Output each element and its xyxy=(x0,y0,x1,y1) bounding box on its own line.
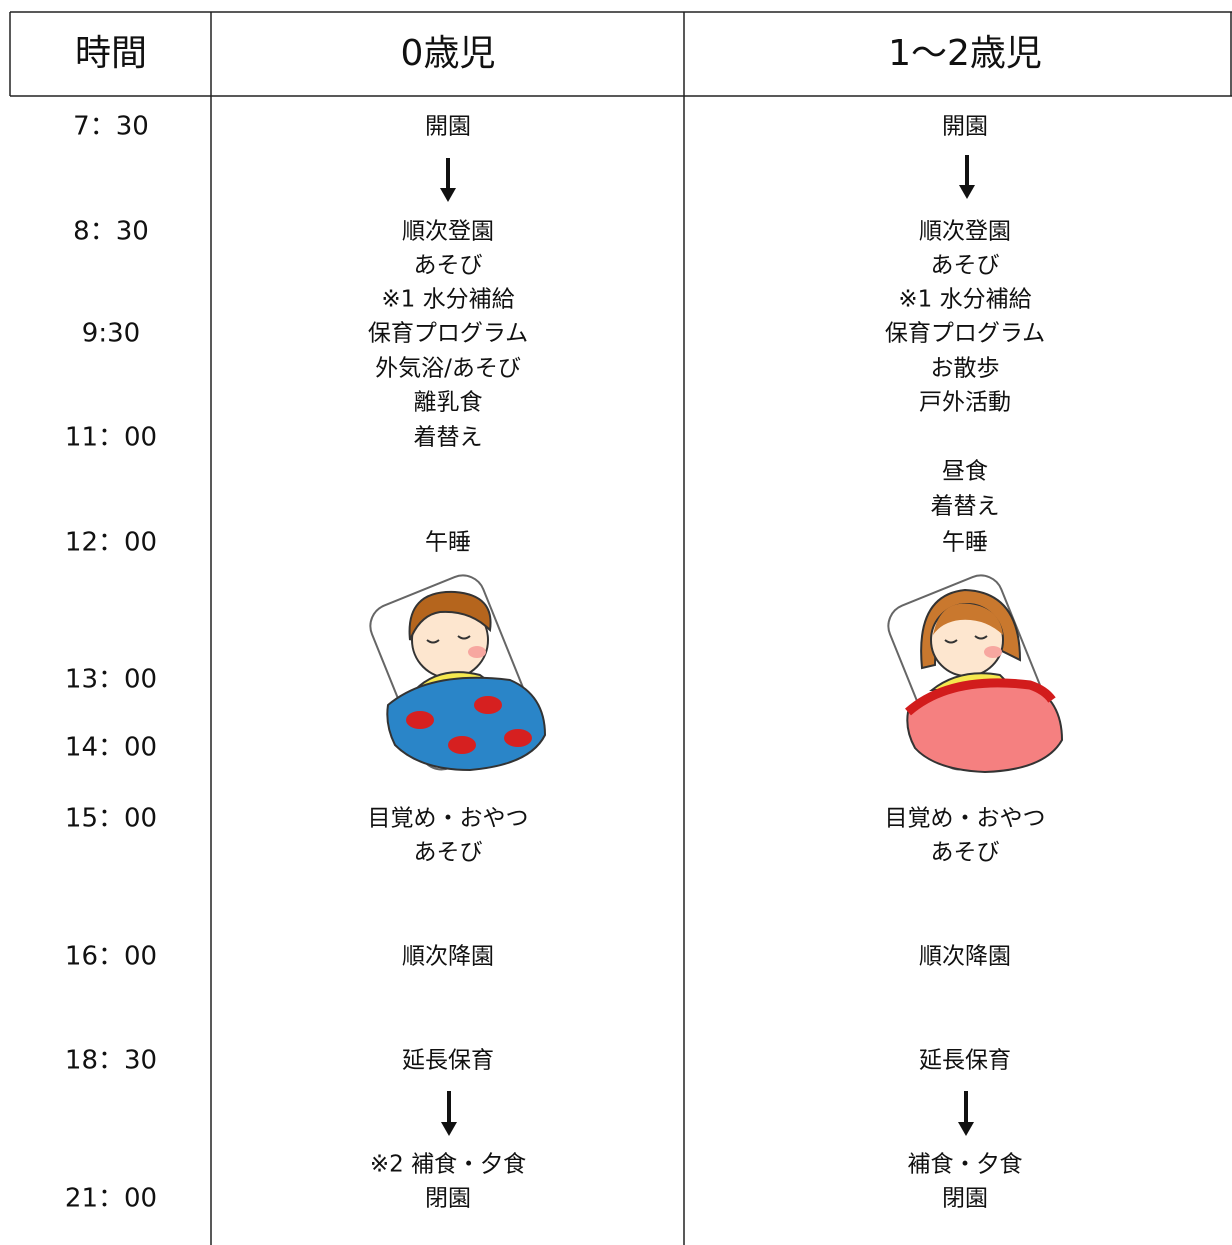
activity-text: 保育プログラム xyxy=(368,321,528,347)
header-cell: 0歳児 xyxy=(401,33,496,74)
activity-text: 延長保育 xyxy=(919,1048,1011,1074)
header-cell: 時間 xyxy=(75,33,147,74)
activity-text: 開園 xyxy=(942,114,988,140)
activity-text: 着替え xyxy=(931,494,1000,520)
activity-text: 延長保育 xyxy=(402,1048,494,1074)
activity-text: 離乳食 xyxy=(414,390,483,416)
activity-text: あそび xyxy=(414,840,483,866)
activity-text: あそび xyxy=(931,253,1000,279)
activity-text: 昼食 xyxy=(942,459,988,485)
activity-text: お散歩 xyxy=(931,356,1000,382)
activity-text: 順次登園 xyxy=(402,219,494,245)
activity-text: ※1 水分補給 xyxy=(381,287,514,313)
activity-text: 目覚め・おやつ xyxy=(885,806,1046,832)
activity-text: あそび xyxy=(931,840,1000,866)
activity-text: あそび xyxy=(414,253,483,279)
activity-text: 開園 xyxy=(425,114,471,140)
activity-text: ※1 水分補給 xyxy=(898,287,1031,313)
activity-text: ※2 補食・夕食 xyxy=(370,1152,526,1178)
time-label: 9:30 xyxy=(82,319,140,349)
activity-text: 目覚め・おやつ xyxy=(368,806,529,832)
time-label: 13：00 xyxy=(65,665,157,695)
time-label: 21：00 xyxy=(65,1184,157,1214)
activity-text: 午睡 xyxy=(942,530,988,556)
activity-text: 順次登園 xyxy=(919,219,1011,245)
time-label: 18：30 xyxy=(65,1046,157,1076)
time-label: 7：30 xyxy=(73,112,149,142)
activity-text: 順次降園 xyxy=(919,944,1011,970)
sleeping-boy-illustration xyxy=(369,574,547,772)
header-cell: 1〜2歳児 xyxy=(888,33,1042,74)
activity-text: 補食・夕食 xyxy=(908,1152,1023,1178)
sleeping-girl-illustration xyxy=(887,574,1064,774)
activity-text: 閉園 xyxy=(425,1186,471,1212)
time-label: 11：00 xyxy=(65,423,157,453)
activity-text: 順次降園 xyxy=(402,944,494,970)
time-label: 12：00 xyxy=(65,528,157,558)
activity-text: 閉園 xyxy=(942,1186,988,1212)
table-grid xyxy=(9,11,1232,1245)
arrows xyxy=(440,155,975,1136)
activity-text: 保育プログラム xyxy=(885,321,1045,347)
activity-text: 午睡 xyxy=(425,530,471,556)
time-label: 15：00 xyxy=(65,804,157,834)
activity-text: 戸外活動 xyxy=(919,390,1011,416)
time-label: 14：00 xyxy=(65,733,157,763)
activity-text: 外気浴/あそび xyxy=(375,356,521,382)
activity-text: 着替え xyxy=(414,425,483,451)
time-label: 8：30 xyxy=(73,217,149,247)
time-label: 16：00 xyxy=(65,942,157,972)
